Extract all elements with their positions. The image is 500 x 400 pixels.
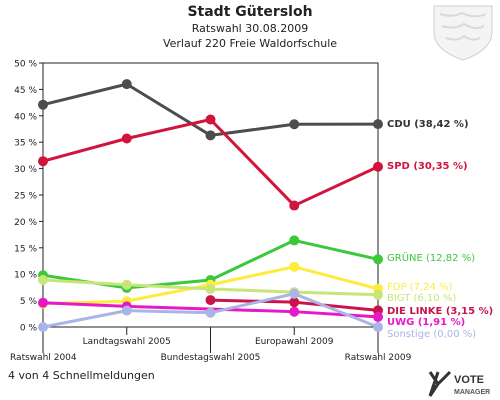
y-tick-label: 45 % [14,86,37,96]
y-tick-label: 10 % [14,271,37,281]
data-point [289,297,300,308]
chart-subtitle: Ratswahl 30.08.2009 [191,22,309,35]
data-point [373,322,383,332]
series-layer [38,79,383,332]
data-point [205,283,216,294]
data-point [121,279,132,290]
series-end-label: GRÜNE (12,82 %) [387,251,475,264]
data-point [373,161,383,172]
data-point [205,295,216,306]
data-point [373,119,383,130]
y-tick-label: 20 % [14,218,37,228]
data-point [38,156,48,167]
data-point [289,306,300,317]
data-point [289,200,300,211]
x-tick-label: Bundestagswahl 2005 [161,353,261,363]
data-point [38,99,48,110]
data-point [121,133,132,144]
footer-note: 4 von 4 Schnellmeldungen [8,369,155,382]
y-tick-label: 15 % [14,244,37,254]
series-end-label: DIE LINKE (3,15 %) [387,306,493,317]
x-tick-label: Landtagswahl 2005 [83,337,171,347]
x-tick-label: Ratswahl 2004 [10,353,77,363]
series-end-label: CDU (38,42 %) [387,119,469,130]
votemanager-logo: VOTE MANAGER [428,370,490,397]
svg-text:MANAGER: MANAGER [454,389,490,396]
data-point [373,311,383,322]
y-tick-label: 0 % [20,324,38,334]
series-end-label: SPD (30,35 %) [387,161,468,172]
coat-of-arms-icon [433,5,493,61]
series-labels: CDU (38,42 %) SPD (30,35 %) GRÜNE (12,82 %… [387,119,493,340]
data-point [38,275,48,286]
data-point [205,130,216,141]
data-point [373,289,383,300]
data-point [205,114,216,125]
x-tick-label: Ratswahl 2009 [345,353,412,363]
data-point [205,307,216,318]
series-end-label: BIGT (6,10 %) [387,293,456,304]
data-point [289,119,300,130]
svg-text:VOTE: VOTE [454,374,484,386]
x-tick-label: Europawahl 2009 [255,337,334,347]
data-point [121,79,132,90]
data-point [289,235,300,246]
data-point [373,254,383,265]
series-end-label: UWG (1,91 %) [387,317,465,328]
series-end-label: Sonstige (0,00 %) [387,329,476,340]
y-tick-label: 50 % [14,60,37,70]
data-point [289,288,300,299]
y-tick-label: 5 % [20,297,38,307]
data-point [121,305,132,316]
data-point [38,322,48,332]
y-tick-label: 35 % [14,139,37,149]
y-tick-label: 40 % [14,112,37,122]
data-point [38,297,48,308]
y-tick-label: 25 % [14,192,37,202]
chart-title: Stadt Gütersloh [187,4,313,20]
data-point [289,261,300,272]
series-end-label: FDP (7,24 %) [387,282,453,293]
chart-subtitle-2: Verlauf 220 Freie Waldorfschule [162,37,338,50]
y-tick-label: 30 % [14,165,37,175]
